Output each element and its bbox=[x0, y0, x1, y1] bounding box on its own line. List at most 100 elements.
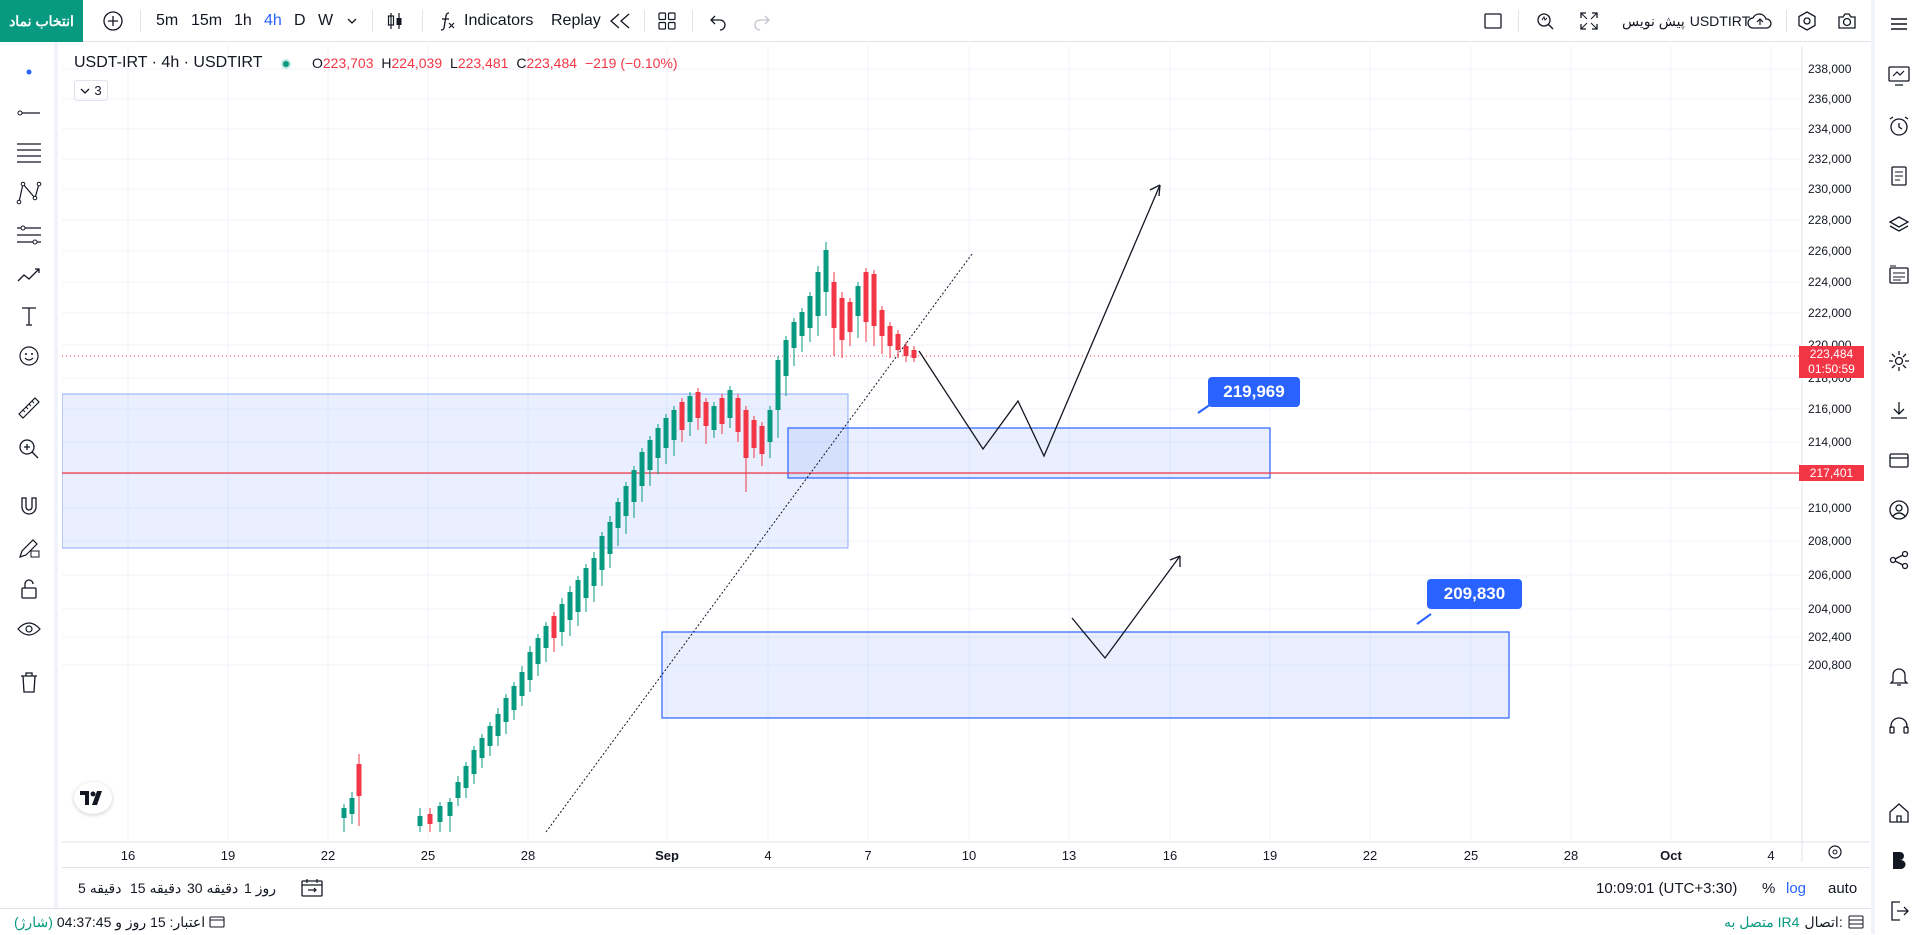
home-button[interactable] bbox=[1883, 797, 1915, 829]
add-symbol-button[interactable] bbox=[102, 0, 124, 42]
date-range-button[interactable] bbox=[300, 868, 324, 908]
logout-button[interactable] bbox=[1883, 895, 1915, 927]
candle-body bbox=[831, 282, 837, 328]
time-axis-settings-icon[interactable] bbox=[1828, 845, 1842, 859]
price-chart[interactable]: 240,000238,000236,000234,000232,000230,0… bbox=[61, 32, 1870, 863]
credit-card-icon bbox=[1889, 453, 1909, 468]
news-button[interactable] bbox=[1883, 259, 1915, 291]
layout-name[interactable]: پیش نویس USDTIRT bbox=[1622, 0, 1750, 42]
notifications-button[interactable] bbox=[1883, 660, 1915, 692]
auto-scale-toggle[interactable]: auto bbox=[1828, 879, 1858, 897]
redo-button[interactable] bbox=[752, 0, 772, 42]
wallet-button[interactable] bbox=[1883, 444, 1915, 476]
fib-tool[interactable] bbox=[13, 137, 45, 169]
pattern-tool[interactable] bbox=[13, 177, 45, 209]
text-tool[interactable] bbox=[13, 300, 45, 332]
chart-canvas[interactable]: 240,000238,000236,000234,000232,000230,0… bbox=[61, 32, 1870, 863]
right-sidebar bbox=[1871, 0, 1919, 934]
line-icon bbox=[17, 110, 40, 116]
time-tick-label: 22 bbox=[321, 848, 335, 862]
remove-drawings-tool[interactable] bbox=[13, 666, 45, 698]
projection-path-lower[interactable] bbox=[1071, 555, 1181, 660]
range-15-minutes[interactable]: 15 دقیقه bbox=[130, 879, 182, 896]
cursor-tool[interactable] bbox=[13, 56, 45, 88]
quick-search-button[interactable] bbox=[1534, 0, 1556, 42]
range-5-minutes[interactable]: 5 دقیقه bbox=[78, 879, 122, 896]
zoom-tool[interactable] bbox=[13, 433, 45, 465]
undo-button[interactable] bbox=[708, 0, 728, 42]
timeframe-d[interactable]: D bbox=[294, 12, 306, 29]
camera-icon bbox=[1838, 13, 1856, 29]
candle-body bbox=[823, 250, 829, 292]
log-scale-toggle[interactable]: log bbox=[1786, 879, 1807, 897]
stay-drawing-tool[interactable] bbox=[13, 532, 45, 564]
lock-drawings-tool[interactable] bbox=[13, 573, 45, 605]
candle-body bbox=[703, 402, 709, 426]
hide-drawings-tool[interactable] bbox=[13, 613, 45, 645]
chart-type-button[interactable] bbox=[384, 0, 406, 42]
dot-cursor-icon bbox=[26, 69, 32, 75]
watchlist-button[interactable] bbox=[1883, 60, 1915, 92]
timeframe-15m[interactable]: 15m bbox=[191, 12, 223, 29]
replay-button[interactable]: Replay bbox=[551, 0, 633, 42]
tradingview-logo[interactable] bbox=[74, 782, 112, 814]
time-axis: 16 19 22 25 28 Sep 4 7 10 13 16 19 22 25 28 Oct 4 bbox=[121, 848, 1775, 863]
indicators-button[interactable]: Indicators bbox=[436, 0, 533, 42]
unlock-icon bbox=[21, 579, 37, 599]
price-tick-label: 204,000 bbox=[1808, 602, 1852, 616]
chart-symbol-title[interactable]: USDT-IRT · 4h · USDTIRT bbox=[74, 54, 263, 71]
menu-button[interactable] bbox=[1883, 8, 1915, 40]
percent-scale-toggle[interactable]: % bbox=[1762, 879, 1776, 897]
demand-zone-large[interactable] bbox=[61, 393, 849, 549]
timeframe-1h[interactable]: 1h bbox=[234, 12, 252, 29]
layout-button[interactable] bbox=[656, 0, 678, 42]
eye-icon bbox=[17, 622, 41, 636]
symbol-search-button[interactable]: انتخاب نماد bbox=[0, 0, 83, 42]
demand-zone-lower[interactable] bbox=[661, 631, 1510, 719]
chart-settings-button[interactable] bbox=[1883, 345, 1915, 377]
cloud-save-button[interactable] bbox=[1746, 0, 1774, 42]
time-tick-label: 13 bbox=[1062, 848, 1076, 862]
range-1-day[interactable]: 1 روز bbox=[244, 879, 276, 896]
candle-body bbox=[687, 396, 693, 422]
candle-body bbox=[879, 310, 885, 336]
time-tick-label: 16 bbox=[121, 848, 135, 862]
notes-button[interactable] bbox=[1883, 160, 1915, 192]
candle-body bbox=[759, 426, 765, 454]
timeframe-w[interactable]: W bbox=[318, 12, 334, 29]
timezone-clock[interactable]: 10:09:01 (UTC+3:30) bbox=[1596, 879, 1738, 897]
bottom-toolbar: 5 دقیقه 15 دقیقه 30 دقیقه 1 روز 10:09:01… bbox=[62, 867, 1870, 907]
candle-body bbox=[615, 502, 621, 528]
price-callout-upper[interactable]: 219,969 bbox=[1208, 377, 1300, 407]
timeframe-5m[interactable]: 5m bbox=[156, 12, 179, 29]
profile-button[interactable] bbox=[1883, 494, 1915, 526]
download-button[interactable] bbox=[1883, 395, 1915, 427]
candle-body bbox=[519, 672, 525, 696]
share-button[interactable] bbox=[1883, 544, 1915, 576]
fullscreen-button[interactable] bbox=[1578, 0, 1600, 42]
demand-zone-upper[interactable] bbox=[787, 427, 1271, 479]
fullscreen-frame-button[interactable] bbox=[1482, 0, 1504, 42]
timeframe-4h[interactable]: 4h bbox=[264, 12, 282, 29]
trend-line-tool[interactable] bbox=[13, 97, 45, 129]
alerts-button[interactable] bbox=[1883, 110, 1915, 142]
measure-tool[interactable] bbox=[13, 392, 45, 424]
time-tick-label: 7 bbox=[864, 848, 871, 862]
drawing-zones bbox=[61, 393, 1510, 719]
emoji-tool[interactable] bbox=[13, 340, 45, 372]
support-button[interactable] bbox=[1883, 710, 1915, 742]
range-30-minutes[interactable]: 30 دقیقه bbox=[187, 879, 239, 896]
indicators-collapse-button[interactable]: 3 bbox=[74, 80, 108, 101]
price-callout-lower[interactable]: 209,830 bbox=[1427, 579, 1522, 609]
object-tree-button[interactable] bbox=[1883, 209, 1915, 241]
prediction-tool[interactable] bbox=[13, 219, 45, 251]
timeframe-dropdown[interactable] bbox=[346, 0, 358, 42]
brush-tool[interactable] bbox=[13, 259, 45, 291]
settings-button[interactable] bbox=[1796, 0, 1818, 42]
magnet-tool[interactable] bbox=[13, 490, 45, 522]
candle-body bbox=[583, 568, 589, 598]
indicator-count: 3 bbox=[94, 83, 102, 98]
projection-path-upper[interactable] bbox=[918, 184, 1161, 458]
broker-button[interactable] bbox=[1883, 845, 1915, 877]
screenshot-button[interactable] bbox=[1836, 0, 1858, 42]
